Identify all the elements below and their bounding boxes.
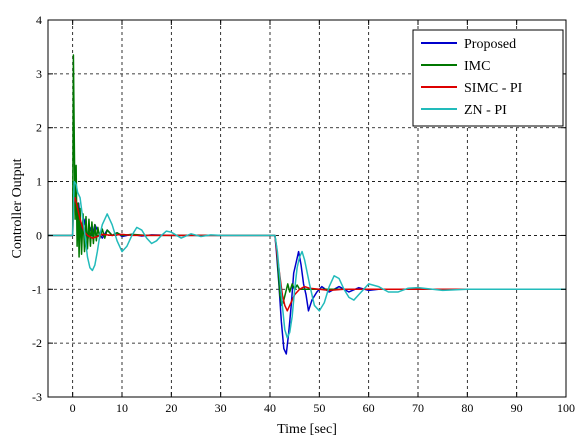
x-tick-label-5: 50 <box>313 401 325 415</box>
y-tick-label-1: -2 <box>32 336 42 350</box>
x-tick-label-2: 20 <box>165 401 177 415</box>
x-axis-title: Time [sec] <box>277 422 337 437</box>
axes-box <box>47 19 567 398</box>
y-tick-label-3: 0 <box>36 228 42 242</box>
y-axis-title: Controller Output <box>10 158 25 258</box>
y-tick-label-0: -3 <box>32 390 42 404</box>
x-tick-label-8: 80 <box>461 401 473 415</box>
y-tick-label-2: -1 <box>32 282 42 296</box>
y-tick-label-7: 4 <box>36 13 42 27</box>
legend-label-0: Proposed <box>464 37 516 52</box>
x-tick-label-3: 30 <box>215 401 227 415</box>
y-tick-label-5: 2 <box>36 121 42 135</box>
x-tick-label-7: 70 <box>412 401 424 415</box>
x-tick-label-4: 40 <box>264 401 276 415</box>
legend-label-3: ZN - PI <box>464 103 507 118</box>
legend-label-2: SIMC - PI <box>464 81 523 96</box>
legend-label-1: IMC <box>464 59 490 74</box>
y-tick-label-6: 3 <box>36 67 42 81</box>
y-tick-label-4: 1 <box>36 175 42 189</box>
x-tick-label-6: 60 <box>363 401 375 415</box>
x-tick-label-1: 10 <box>116 401 128 415</box>
series-line-3 <box>48 180 566 339</box>
x-tick-label-9: 90 <box>511 401 523 415</box>
x-tick-label-0: 0 <box>70 401 76 415</box>
x-tick-label-10: 100 <box>557 401 575 415</box>
